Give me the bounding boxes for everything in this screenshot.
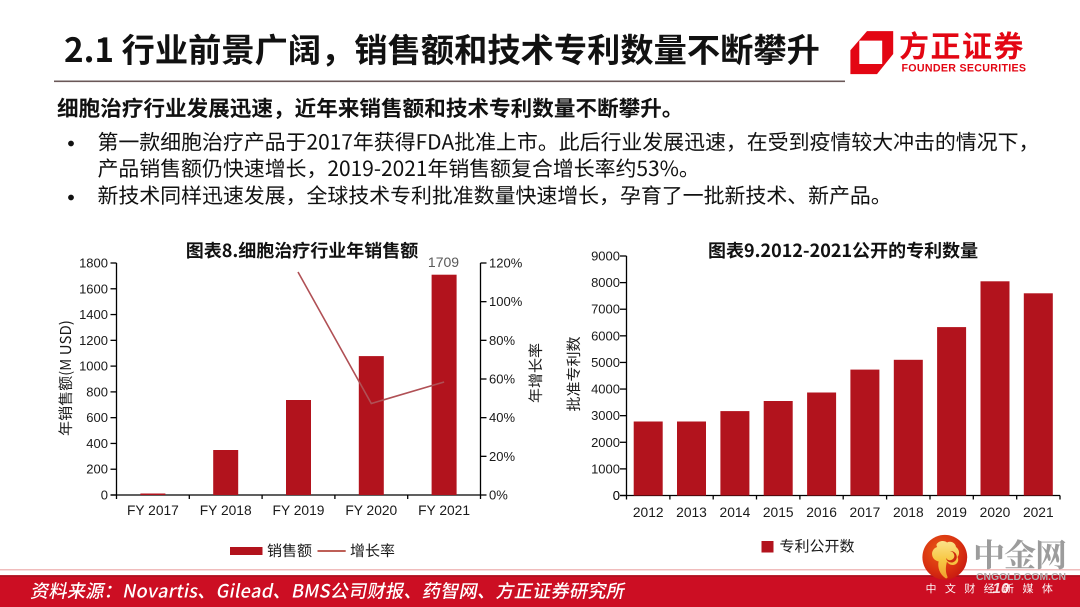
svg-text:2020: 2020 xyxy=(980,505,1011,520)
svg-text:FY 2019: FY 2019 xyxy=(273,503,325,518)
svg-text:4000: 4000 xyxy=(591,382,620,397)
svg-text:2017: 2017 xyxy=(850,505,881,520)
svg-text:2013: 2013 xyxy=(676,505,707,520)
svg-text:1709: 1709 xyxy=(428,254,459,270)
svg-text:1800: 1800 xyxy=(79,256,108,271)
svg-text:10: 10 xyxy=(993,580,1010,597)
svg-text:800: 800 xyxy=(86,384,108,399)
svg-text:2012: 2012 xyxy=(633,505,664,520)
svg-text:60%: 60% xyxy=(489,372,515,387)
svg-text:120%: 120% xyxy=(489,256,523,271)
svg-text:2000: 2000 xyxy=(591,435,620,450)
svg-text:CNGOLD.COM.CN: CNGOLD.COM.CN xyxy=(976,572,1066,583)
svg-text:FY 2017: FY 2017 xyxy=(127,503,179,518)
svg-text:FY 2021: FY 2021 xyxy=(418,503,470,518)
svg-text:0: 0 xyxy=(101,488,108,503)
svg-text:FOUNDER SECURITIES: FOUNDER SECURITIES xyxy=(902,63,1027,75)
svg-text:2016: 2016 xyxy=(806,505,837,520)
svg-text:600: 600 xyxy=(86,410,108,425)
svg-text:6000: 6000 xyxy=(591,328,620,343)
svg-text:8000: 8000 xyxy=(591,275,620,290)
svg-text:5000: 5000 xyxy=(591,355,620,370)
svg-text:2018: 2018 xyxy=(893,505,924,520)
svg-text:1600: 1600 xyxy=(79,281,108,296)
svg-text:400: 400 xyxy=(86,436,108,451)
svg-text:20%: 20% xyxy=(489,449,515,464)
svg-text:0: 0 xyxy=(613,488,620,503)
svg-text:2014: 2014 xyxy=(720,505,751,520)
svg-text:0: 0 xyxy=(613,488,620,503)
svg-text:9000: 9000 xyxy=(591,249,620,264)
svg-text:0%: 0% xyxy=(489,488,508,503)
svg-text:7000: 7000 xyxy=(591,302,620,317)
svg-text:3000: 3000 xyxy=(591,408,620,423)
svg-text:2021: 2021 xyxy=(1023,505,1054,520)
svg-text:200: 200 xyxy=(86,462,108,477)
svg-text:40%: 40% xyxy=(489,410,515,425)
svg-text:1000: 1000 xyxy=(591,461,620,476)
svg-text:100%: 100% xyxy=(489,294,523,309)
svg-text:2019: 2019 xyxy=(936,505,967,520)
svg-text:80%: 80% xyxy=(489,333,515,348)
svg-text:1400: 1400 xyxy=(79,307,108,322)
svg-text:FY 2020: FY 2020 xyxy=(345,503,397,518)
svg-text:2015: 2015 xyxy=(763,505,794,520)
svg-text:1200: 1200 xyxy=(79,333,108,348)
svg-text:FY 2018: FY 2018 xyxy=(200,503,252,518)
svg-text:1000: 1000 xyxy=(79,359,108,374)
